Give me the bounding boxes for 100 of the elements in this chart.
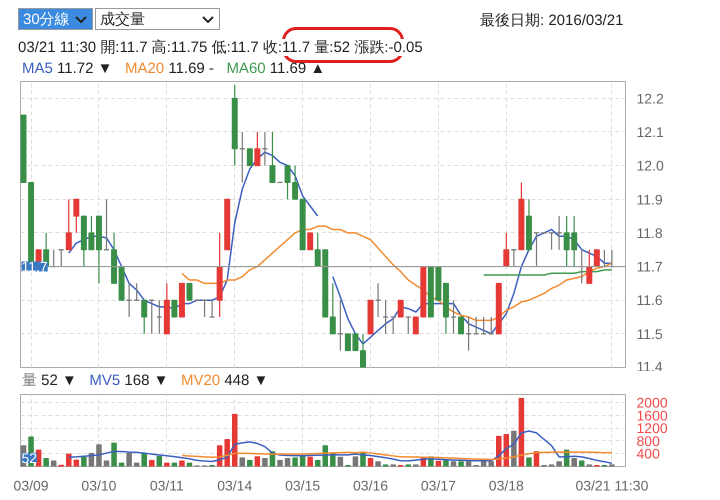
text: MA20 bbox=[124, 60, 164, 77]
line-series bbox=[181, 225, 613, 322]
bar bbox=[488, 461, 494, 466]
candlestick bbox=[171, 300, 178, 318]
candlestick bbox=[103, 198, 110, 250]
line-series bbox=[68, 430, 613, 464]
candlestick bbox=[201, 300, 208, 318]
text: 168 ▼ bbox=[124, 372, 168, 389]
text: MV5 bbox=[89, 372, 120, 389]
bar bbox=[81, 456, 87, 466]
bar bbox=[118, 462, 124, 466]
text: MA5 bbox=[22, 60, 53, 77]
bar bbox=[240, 457, 246, 466]
candlestick bbox=[239, 131, 246, 184]
bar bbox=[277, 460, 283, 466]
text: MA60 bbox=[226, 60, 266, 77]
bar bbox=[578, 460, 585, 466]
bar bbox=[43, 458, 49, 466]
candlestick bbox=[66, 198, 72, 250]
text: 成交量 bbox=[94, 8, 220, 30]
chart-subtitle: 03/21 11:30 開:11.7 高:11.75 低:11.7 收:11.7 量:52 漲跌:-0.05 bbox=[18, 39, 423, 56]
text: MV20 bbox=[180, 372, 220, 389]
bar bbox=[66, 454, 72, 466]
y-tick-label: 12.1 bbox=[636, 124, 664, 140]
bar bbox=[111, 442, 117, 466]
chart-title: 最後日期: 2016/03/21 bbox=[480, 11, 624, 31]
bar bbox=[480, 461, 486, 466]
candlestick bbox=[126, 282, 132, 318]
y-tick-label: 11.9 bbox=[636, 191, 663, 208]
candlestick bbox=[141, 300, 148, 334]
candlestick bbox=[186, 282, 192, 301]
annotation: 52 bbox=[22, 450, 38, 466]
candlestick bbox=[246, 148, 253, 166]
candlestick bbox=[73, 198, 80, 234]
x-tick-label: 03/10 bbox=[81, 478, 117, 494]
bar bbox=[466, 461, 472, 466]
y-tick-label: 12.2 bbox=[636, 90, 664, 106]
text: 11.69 - bbox=[168, 60, 214, 77]
bar bbox=[571, 458, 577, 466]
bar bbox=[156, 456, 162, 466]
ref-line-label: 11.7 bbox=[22, 258, 48, 275]
bar bbox=[186, 462, 192, 466]
bar bbox=[368, 458, 374, 466]
candlestick bbox=[307, 232, 314, 250]
candlestick bbox=[503, 232, 510, 268]
bar bbox=[148, 460, 155, 466]
text: 52 ▼ bbox=[41, 372, 77, 389]
bar bbox=[126, 452, 132, 466]
bar bbox=[375, 461, 381, 466]
bar bbox=[307, 456, 313, 466]
bar bbox=[254, 456, 260, 466]
x-tick-label: 03/21 11:30 bbox=[575, 478, 649, 494]
candlestick bbox=[262, 131, 268, 166]
x-tick-label: 03/15 bbox=[285, 478, 320, 494]
y-tick-label: 11.7 bbox=[636, 258, 663, 275]
candlestick bbox=[458, 316, 464, 334]
x-tick-label: 03/11 bbox=[150, 478, 184, 494]
bar bbox=[436, 460, 442, 466]
line-series bbox=[181, 451, 613, 460]
x-tick-label: 03/14 bbox=[217, 478, 252, 494]
bar bbox=[172, 462, 178, 466]
bar bbox=[134, 462, 140, 466]
bar bbox=[96, 444, 102, 466]
bar bbox=[458, 461, 464, 466]
candlestick bbox=[269, 131, 276, 184]
candlestick bbox=[58, 249, 64, 268]
bar bbox=[104, 460, 110, 466]
bar bbox=[556, 461, 562, 466]
bar bbox=[450, 461, 456, 466]
bar bbox=[74, 460, 80, 466]
bar bbox=[338, 456, 344, 466]
bar bbox=[262, 458, 268, 466]
candlestick bbox=[586, 249, 592, 284]
x-tick-label: 03/09 bbox=[14, 478, 49, 494]
bar bbox=[292, 457, 298, 466]
bar bbox=[179, 460, 185, 466]
candlestick bbox=[510, 249, 517, 268]
bar bbox=[232, 414, 238, 466]
bar bbox=[141, 452, 147, 466]
y-tick-label: 11.5 bbox=[636, 326, 663, 342]
candlestick bbox=[374, 282, 382, 318]
x-tick-label: 03/18 bbox=[488, 478, 524, 494]
bar bbox=[352, 456, 358, 466]
bar bbox=[247, 460, 253, 466]
text: 448 ▼ bbox=[224, 372, 268, 389]
bar bbox=[526, 457, 532, 466]
text: 11.72 ▼ bbox=[57, 60, 112, 77]
y-tick-label: 12.0 bbox=[636, 158, 664, 174]
text: 量 bbox=[22, 372, 37, 389]
candlestick bbox=[594, 249, 600, 268]
x-tick-label: 03/17 bbox=[420, 478, 456, 494]
y-tick-label: 11.6 bbox=[636, 292, 663, 308]
bar bbox=[164, 462, 170, 466]
text: 30分線 bbox=[18, 8, 93, 30]
x-tick-label: 03/16 bbox=[353, 478, 388, 494]
candlestick bbox=[398, 300, 404, 318]
candlestick bbox=[148, 300, 155, 334]
bar bbox=[284, 458, 290, 466]
bar bbox=[314, 460, 320, 466]
bar bbox=[36, 450, 42, 466]
